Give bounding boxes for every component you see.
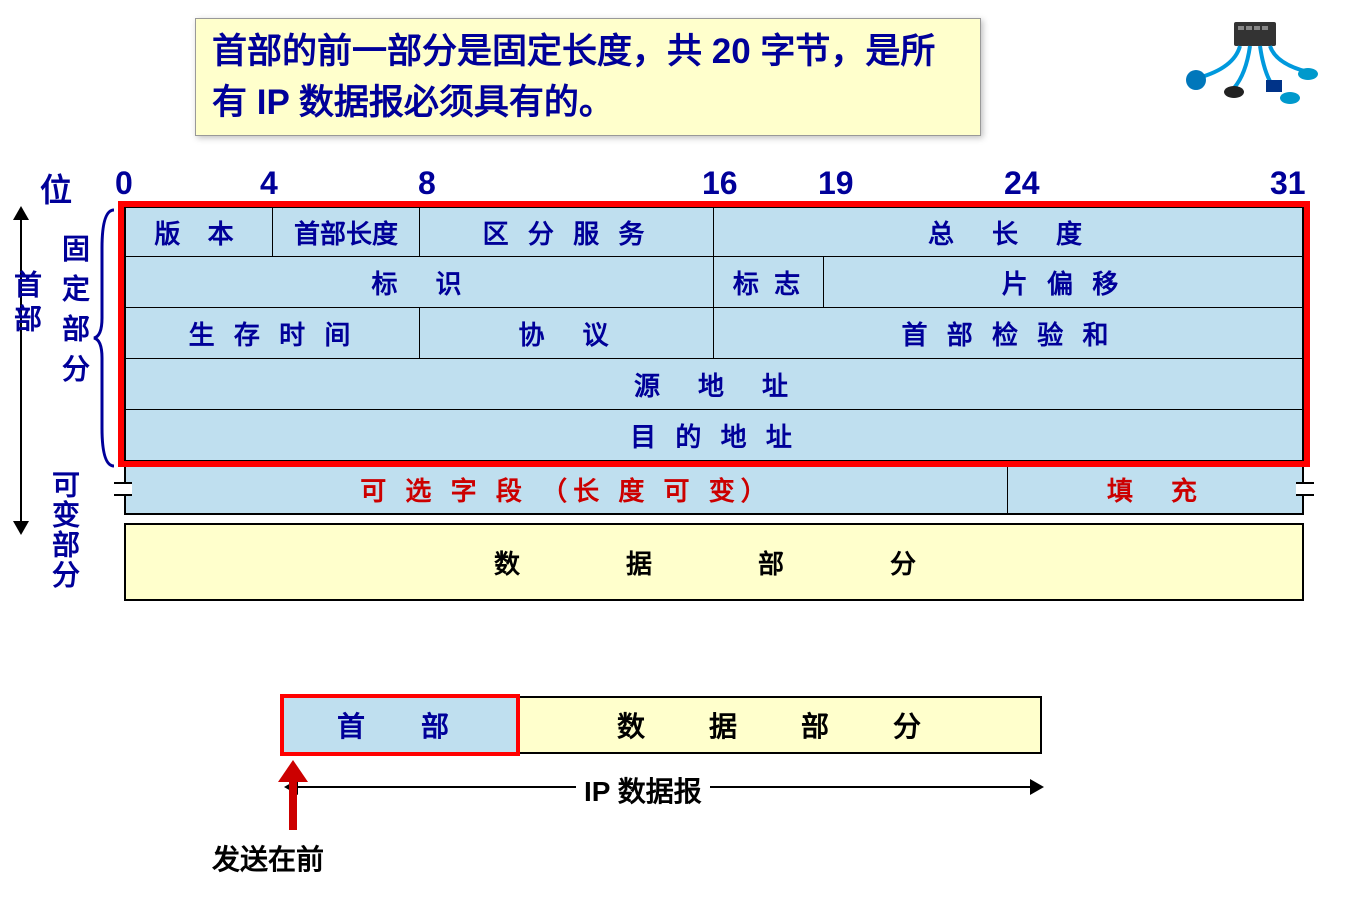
title-text: 首部的前一部分是固定长度，共 20 字节，是所有 IP 数据报必须具有的。 (212, 32, 935, 122)
bottom-data: 数 据 部 分 (516, 698, 1040, 752)
send-first-arrow (287, 760, 299, 830)
row-6: 可 选 字 段 （长 度 可 变） 填 充 (124, 463, 1304, 515)
bit-24: 24 (1004, 165, 1040, 202)
cell-padding: 填 充 (1008, 465, 1302, 513)
bit-8: 8 (418, 165, 436, 202)
side-label-header: 首部 (6, 270, 46, 338)
bottom-header: 首 部 (280, 694, 520, 756)
row-2: 标 识 标 志 片 偏 移 (124, 257, 1304, 308)
bottom-bar: 首 部 数 据 部 分 (282, 696, 1042, 754)
cell-ihl: 首部长度 (273, 208, 420, 256)
row-4: 源 地 址 (124, 359, 1304, 410)
bit-0: 0 (115, 165, 133, 202)
bit-16: 16 (702, 165, 738, 202)
bit-4: 4 (260, 165, 278, 202)
ip-datagram-label: IP 数据报 (576, 770, 710, 810)
row-7: 数 据 部 分 (124, 523, 1304, 601)
cell-data: 数 据 部 分 (126, 525, 1302, 599)
cell-dst-addr: 目 的 地 址 (126, 410, 1302, 460)
break-left (114, 482, 132, 496)
row-1: 版 本 首部长度 区 分 服 务 总 长 度 (124, 206, 1304, 257)
side-label-fixed: 固定部分 (54, 234, 94, 394)
ip-header-table: 版 本 首部长度 区 分 服 务 总 长 度 标 识 标 志 片 偏 移 生 存… (124, 206, 1304, 601)
title-box: 首部的前一部分是固定长度，共 20 字节，是所有 IP 数据报必须具有的。 (195, 18, 981, 136)
cell-frag-offset: 片 偏 移 (824, 257, 1302, 307)
cell-proto: 协 议 (420, 308, 714, 358)
bit-31: 31 (1270, 165, 1306, 202)
header-extent-arrow (20, 208, 22, 533)
cell-ttl: 生 存 时 间 (126, 308, 420, 358)
cell-options: 可 选 字 段 （长 度 可 变） (126, 465, 1008, 513)
cell-version: 版 本 (126, 208, 273, 256)
cell-checksum: 首 部 检 验 和 (714, 308, 1302, 358)
caption-send-first: 发送在前 (212, 838, 324, 878)
cell-tos: 区 分 服 务 (420, 208, 714, 256)
side-label-variable: 可变部分 (44, 470, 84, 590)
cell-id: 标 识 (126, 257, 714, 307)
cell-src-addr: 源 地 址 (126, 359, 1302, 409)
break-right (1296, 482, 1314, 496)
row-5: 目 的 地 址 (124, 410, 1304, 461)
bit-19: 19 (818, 165, 854, 202)
brace-icon (92, 208, 118, 468)
cell-total-length: 总 长 度 (714, 208, 1302, 256)
row-3: 生 存 时 间 协 议 首 部 检 验 和 (124, 308, 1304, 359)
cell-flags: 标 志 (714, 257, 824, 307)
network-icon (1174, 18, 1324, 118)
bit-word: 位 (40, 165, 72, 211)
